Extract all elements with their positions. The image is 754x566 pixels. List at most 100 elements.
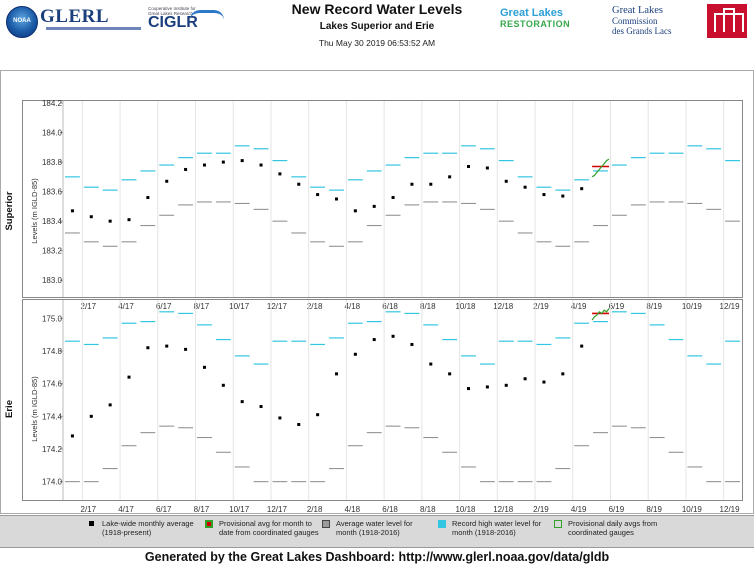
monthly-avg-point — [372, 338, 376, 342]
x-tick-label: 8/17 — [194, 505, 210, 514]
x-tick-label: 2/17 — [81, 505, 97, 514]
y-axis-label: Levels (m IGLD-85) — [30, 376, 39, 442]
monthly-avg-point — [184, 347, 188, 351]
page-title: New Record Water Levels — [291, 1, 463, 17]
y-axis-label: Levels (m IGLD-85) — [30, 178, 39, 244]
monthly-avg-point — [504, 179, 508, 183]
x-tick-label: 8/19 — [646, 505, 662, 514]
monthly-avg-point — [108, 403, 112, 407]
x-tick-label: 6/17 — [156, 302, 172, 311]
monthly-avg-point — [504, 383, 508, 387]
legend-average: Average water level for month (1918-2016… — [336, 519, 413, 537]
x-tick-label: 10/17 — [229, 505, 250, 514]
monthly-avg-point — [184, 167, 188, 171]
x-tick-label: 4/18 — [345, 505, 361, 514]
panel-erie: 175.0 174.8 174.6 174.4 174.2 174.0 2/17 4/17 6/… — [4, 299, 743, 514]
x-tick-label: 6/18 — [382, 505, 398, 514]
ciglr-logo: CIGLR — [148, 14, 198, 31]
glerl-logo-underline — [46, 27, 141, 30]
provisional-daily-line — [591, 308, 610, 321]
monthly-avg-point — [278, 416, 282, 420]
monthly-avg-point — [391, 196, 395, 200]
y-tick-label: 184.2 — [42, 99, 63, 108]
glerl-logo: GLERL — [40, 6, 110, 27]
monthly-avg-point — [391, 334, 395, 338]
x-tick-label: 4/19 — [571, 302, 587, 311]
x-tick-label: 12/19 — [720, 302, 741, 311]
x-tick-label: 6/17 — [156, 505, 172, 514]
x-tick-label: 2/18 — [307, 505, 323, 514]
y-tick-label: 174.8 — [42, 347, 63, 356]
x-tick-label: 8/18 — [420, 302, 436, 311]
panel-superior: 184.2 184.0 183.8 183.6 183.4 183.2 183.0 2/17 4… — [4, 99, 743, 311]
x-tick-label: 6/19 — [609, 505, 625, 514]
monthly-avg-point — [89, 414, 93, 418]
monthly-avg-point — [561, 372, 565, 376]
x-tick-label: 4/17 — [118, 302, 134, 311]
x-tick-label: 12/19 — [720, 505, 741, 514]
monthly-avg-point — [334, 197, 338, 201]
monthly-avg-point — [240, 400, 244, 404]
y-tick-label: 183.2 — [42, 247, 63, 256]
monthly-avg-point — [542, 193, 546, 197]
monthly-avg-point — [316, 193, 320, 197]
x-tick-label: 2/17 — [81, 302, 97, 311]
lake-name-label: Superior — [4, 191, 15, 230]
x-tick-label: 2/19 — [533, 302, 549, 311]
monthly-avg-point — [448, 372, 452, 376]
monthly-avg-point — [523, 185, 527, 189]
monthly-avg-point — [297, 182, 301, 186]
monthly-avg-point — [410, 182, 414, 186]
great-lakes-restoration-logo: Great Lakes RESTORATION — [500, 8, 570, 30]
ciglr-logo-caption: Cooperative Institute for Great Lakes Re… — [148, 6, 196, 16]
legend-monthly: Lake-wide monthly average (1918-present) — [102, 519, 194, 537]
monthly-avg-point — [146, 346, 150, 350]
x-tick-label: 10/18 — [455, 505, 476, 514]
x-tick-label: 2/18 — [307, 302, 323, 311]
x-tick-label: 12/17 — [267, 302, 288, 311]
monthly-avg-point — [410, 342, 414, 346]
monthly-avg-point — [70, 434, 74, 438]
glc-line1: Great Lakes — [612, 5, 664, 16]
x-tick-label: 4/18 — [345, 302, 361, 311]
y-tick-label: 183.0 — [42, 276, 63, 285]
legend-provisional-daily: Provisional daily avgs from coordinated … — [568, 519, 658, 537]
monthly-avg-point — [259, 163, 263, 167]
y-tick-label: 183.4 — [42, 217, 63, 226]
provisional-month-legend-icon — [205, 520, 213, 528]
y-tick-label: 175.0 — [42, 314, 63, 323]
monthly-avg-point — [429, 362, 433, 366]
monthly-avg-point — [127, 218, 131, 222]
monthly-avg-point — [221, 383, 225, 387]
monthly-avg-point — [259, 405, 263, 409]
monthly-avg-point — [127, 375, 131, 379]
monthly-avg-legend-icon — [89, 521, 94, 526]
y-tick-label: 174.4 — [42, 412, 63, 421]
legend: Lake-wide monthly average (1918-present)… — [0, 515, 754, 548]
monthly-avg-point — [353, 352, 357, 356]
monthly-avg-point — [108, 219, 112, 223]
monthly-avg-point — [580, 187, 584, 191]
monthly-avg-point — [297, 423, 301, 426]
glc-line3: des Grands Lacs — [612, 26, 672, 36]
x-tick-label: 10/17 — [229, 302, 250, 311]
x-tick-label: 6/19 — [609, 302, 625, 311]
x-tick-label: 4/19 — [571, 505, 587, 514]
footer-credit: Generated by the Great Lakes Dashboard: … — [144, 550, 610, 564]
monthly-avg-point — [429, 182, 433, 186]
legend-provisional-month: Provisional avg for month to date from c… — [219, 519, 319, 537]
average-legend-icon — [322, 520, 330, 528]
monthly-avg-point — [353, 209, 357, 213]
monthly-avg-point — [485, 166, 489, 170]
x-tick-label: 2/19 — [533, 505, 549, 514]
legend-record: Record high water level for month (1918-… — [452, 519, 542, 537]
monthly-avg-point — [70, 209, 74, 213]
lake-name-label: Erie — [4, 400, 15, 418]
x-tick-label: 12/18 — [493, 302, 514, 311]
monthly-avg-point — [278, 172, 282, 176]
page-subtitle: Lakes Superior and Erie — [319, 21, 435, 32]
monthly-avg-point — [485, 385, 489, 389]
x-tick-label: 8/19 — [646, 302, 662, 311]
monthly-avg-point — [165, 344, 169, 348]
y-tick-label: 184.0 — [42, 129, 63, 138]
